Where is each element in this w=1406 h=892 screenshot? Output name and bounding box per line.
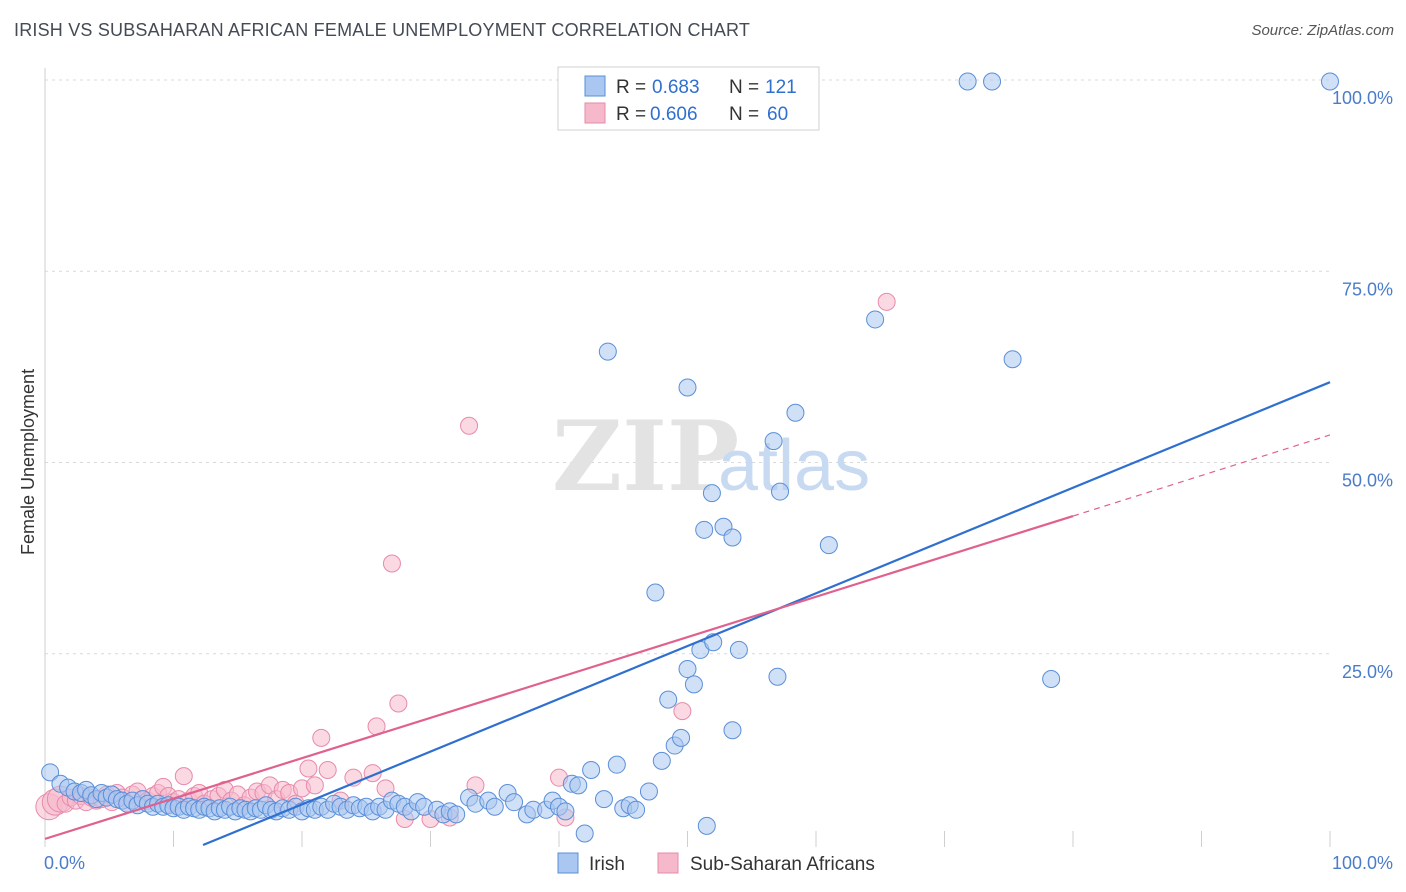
chart-title: IRISH VS SUBSAHARAN AFRICAN FEMALE UNEMP… [14,20,751,40]
bottom-legend: Irish Sub-Saharan Africans [557,852,875,875]
irish-point [569,776,588,795]
irish-point [702,484,721,503]
irish-point [598,342,617,361]
irish-point [639,782,658,801]
irish-point [659,690,678,709]
legend-ssa-r-label: R = [616,104,646,125]
axes [44,68,1331,847]
ssa-points [35,292,896,828]
legend-irish-r-label: R = [616,77,646,98]
legend-ssa-n-value: 60 [767,104,788,125]
irish-points [41,72,1339,843]
irish-point [1321,72,1339,91]
legend-ssa-n-label: N = [729,104,759,125]
trend-lines [44,381,1331,847]
legend-ssa-r-value: 0.606 [650,104,698,125]
legend-irish-r-value: 0.683 [652,77,700,98]
irish-point [723,721,742,740]
y-tick-label: 100.0% [1332,88,1393,108]
irish-point [505,793,524,812]
ssa-point [389,694,408,713]
irish-point [684,675,703,694]
ssa-trend-line [44,515,1074,840]
legend: R = 0.683 N = 121 R = 0.606 N = 60 [557,66,820,131]
irish-point [866,310,885,329]
irish-point [575,824,594,843]
irish-point [41,763,60,782]
irish-point [556,802,575,821]
irish-point [768,667,787,686]
ssa-point [318,761,337,780]
irish-trend-line [202,381,1331,847]
irish-point [1042,669,1061,688]
y-tick-label: 25.0% [1342,662,1393,682]
irish-point [723,528,742,547]
irish-point [582,761,601,780]
irish-point [652,751,671,770]
ssa-point [312,728,331,747]
ssa-point [673,702,692,721]
legend-irish-swatch [584,75,606,97]
ssa-point [299,759,318,778]
irish-point [594,790,613,809]
irish-point [983,72,1002,91]
irish-point [447,805,466,824]
irish-point [627,800,646,819]
grid [45,79,1330,655]
ssa-point [460,416,479,435]
irish-point [678,378,697,397]
irish-point [697,816,716,835]
irish-point [771,482,790,501]
ssa-point [305,776,324,795]
x-tick-min: 0.0% [44,853,85,873]
irish-point [485,797,504,816]
bottom-legend-ssa-swatch [657,852,679,874]
legend-irish-n-label: N = [729,77,759,98]
irish-point [958,72,977,91]
irish-point [786,403,805,422]
irish-point [764,432,783,451]
y-tick-label: 50.0% [1342,471,1393,491]
irish-point [819,536,838,555]
irish-point [729,640,748,659]
ssa-point [382,554,401,573]
legend-ssa-swatch [584,102,606,124]
irish-point [1003,350,1022,369]
y-tick-label: 75.0% [1342,279,1393,299]
ssa-point [174,767,193,786]
watermark-atlas: atlas [718,426,870,506]
irish-point [607,755,626,774]
bottom-legend-irish-label: Irish [589,854,625,875]
y-axis-label: Female Unemployment [18,369,38,555]
legend-irish-n-value: 121 [765,77,797,98]
ssa-trend-extension [1072,434,1331,517]
irish-point [678,660,697,679]
source-credit: Source: ZipAtlas.com [1251,22,1394,39]
irish-point [646,583,665,602]
bottom-legend-ssa-label: Sub-Saharan Africans [690,854,875,875]
x-tick-max: 100.0% [1332,853,1393,873]
irish-point [672,728,691,747]
ssa-point [877,292,896,311]
bottom-legend-irish-swatch [557,852,579,874]
irish-point [695,520,714,539]
